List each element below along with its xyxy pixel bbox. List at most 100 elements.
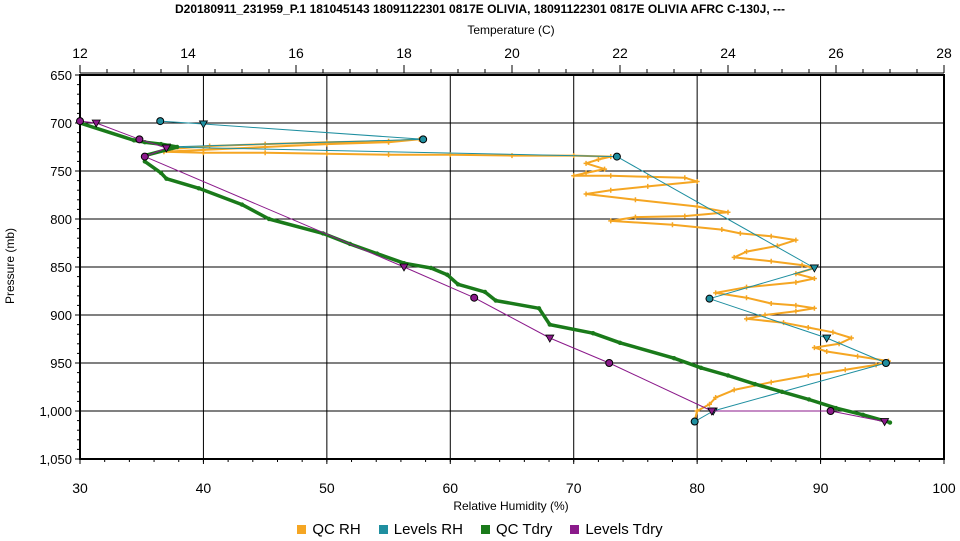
data-point-levels-tdry — [707, 407, 717, 416]
data-point-levels-rh — [198, 120, 209, 129]
y-tick-label: 900 — [50, 308, 72, 323]
data-point-qc-tdry — [806, 397, 812, 402]
x-bottom-tick-label: 30 — [72, 480, 88, 496]
legend: QC RH Levels RH QC Tdry Levels Tdry — [0, 521, 960, 538]
data-point-qc-rh — [762, 312, 768, 318]
data-point-qc-tdry — [779, 389, 785, 394]
x-top-tick-label: 16 — [288, 45, 304, 61]
data-point-qc-rh — [669, 222, 675, 228]
data-point-qc-tdry — [158, 170, 164, 176]
data-point-qc-tdry — [725, 373, 731, 378]
data-point-qc-rh — [811, 345, 817, 351]
x-top-tick-label: 18 — [396, 45, 412, 61]
data-point-qc-rh — [713, 395, 719, 401]
data-point-qc-rh — [571, 173, 577, 179]
data-point-qc-tdry — [175, 144, 180, 150]
data-point-qc-rh — [608, 173, 614, 179]
y-axis-label: Pressure (mb) — [3, 228, 17, 304]
data-point-qc-rh — [793, 308, 799, 314]
data-point-qc-tdry — [428, 265, 434, 271]
data-point-qc-rh — [731, 387, 737, 393]
data-point-qc-rh — [632, 214, 638, 220]
data-point-qc-rh — [583, 160, 589, 166]
data-point-qc-rh — [855, 353, 861, 359]
data-point-qc-rh — [645, 174, 651, 180]
x-top-tick-label: 26 — [828, 45, 844, 61]
x-top-tick-label: 28 — [936, 45, 952, 61]
data-point-levels-tdry — [76, 117, 84, 126]
data-point-qc-rh — [608, 187, 614, 193]
data-point-qc-rh — [799, 262, 805, 268]
data-point-qc-rh — [719, 227, 725, 233]
data-point-levels-rh — [419, 135, 428, 144]
data-point-levels-rh — [690, 417, 699, 426]
legend-label-levels-rh: Levels RH — [393, 521, 463, 538]
x-top-tick-label: 14 — [180, 45, 196, 61]
legend-swatch-levels-rh — [378, 525, 388, 534]
series-line-qc-rh — [162, 138, 890, 421]
y-tick-label: 800 — [50, 212, 72, 227]
y-tick-label: 750 — [50, 164, 72, 179]
legend-swatch-qc-tdry — [480, 525, 490, 534]
data-point-levels-rh — [612, 152, 621, 161]
data-point-qc-rh — [694, 179, 700, 185]
data-point-qc-rh — [262, 150, 268, 156]
data-point-qc-tdry — [131, 138, 137, 143]
data-point-qc-tdry — [482, 289, 488, 295]
x-bottom-tick-label: 70 — [566, 480, 582, 496]
data-point-qc-rh — [645, 183, 651, 189]
data-point-qc-rh — [768, 300, 774, 306]
data-point-qc-rh — [386, 152, 392, 158]
data-point-levels-tdry — [605, 359, 614, 367]
data-point-qc-tdry — [698, 365, 704, 370]
data-point-qc-rh — [805, 372, 811, 378]
data-point-qc-tdry — [590, 331, 596, 336]
data-point-qc-rh — [583, 170, 589, 176]
data-point-qc-rh — [632, 197, 638, 203]
data-point-qc-rh — [830, 329, 836, 335]
data-point-qc-tdry — [266, 216, 272, 222]
data-point-qc-tdry — [833, 405, 839, 411]
data-point-qc-rh — [694, 408, 700, 414]
data-point-qc-tdry — [887, 420, 893, 425]
chart-title: D20180911_231959_P.1 181045143 180911223… — [174, 2, 785, 16]
data-point-qc-rh — [768, 233, 774, 239]
x-top-tick-label: 12 — [72, 45, 88, 61]
data-point-levels-rh — [705, 294, 714, 303]
data-point-qc-rh — [682, 175, 688, 181]
data-point-levels-tdry — [399, 263, 409, 272]
data-point-qc-rh — [694, 204, 700, 210]
data-point-qc-rh — [595, 156, 601, 162]
data-point-qc-tdry — [536, 306, 542, 311]
data-point-levels-tdry — [135, 135, 144, 144]
data-point-qc-rh — [848, 335, 854, 341]
data-point-qc-rh — [737, 230, 743, 236]
x-top-axis-label: Temperature (C) — [467, 23, 554, 37]
data-point-qc-tdry — [617, 340, 623, 346]
data-point-qc-rh — [706, 401, 712, 407]
data-point-qc-rh — [768, 379, 774, 385]
data-point-qc-tdry — [239, 202, 245, 207]
data-point-levels-rh — [156, 117, 165, 126]
data-point-qc-rh — [713, 290, 719, 296]
y-tick-label: 1,050 — [39, 452, 72, 467]
x-bottom-tick-label: 40 — [196, 480, 212, 496]
data-point-levels-tdry — [545, 334, 555, 343]
data-point-qc-tdry — [196, 186, 201, 191]
legend-label-levels-tdry: Levels Tdry — [585, 521, 663, 538]
data-point-qc-rh — [602, 166, 608, 172]
x-bottom-tick-label: 60 — [442, 480, 458, 496]
data-point-levels-rh — [822, 334, 832, 343]
data-point-qc-rh — [682, 213, 688, 219]
y-tick-label: 850 — [50, 260, 72, 275]
data-point-qc-rh — [583, 191, 589, 197]
legend-item-levels-rh: Levels RH — [378, 521, 463, 538]
data-point-qc-rh — [324, 151, 330, 157]
series-line-levels-tdry — [79, 120, 885, 423]
data-point-qc-tdry — [164, 176, 169, 181]
data-point-qc-rh — [608, 218, 614, 224]
data-point-qc-rh — [842, 367, 848, 373]
x-bottom-tick-label: 90 — [813, 480, 829, 496]
x-top-tick-label: 20 — [504, 45, 520, 61]
